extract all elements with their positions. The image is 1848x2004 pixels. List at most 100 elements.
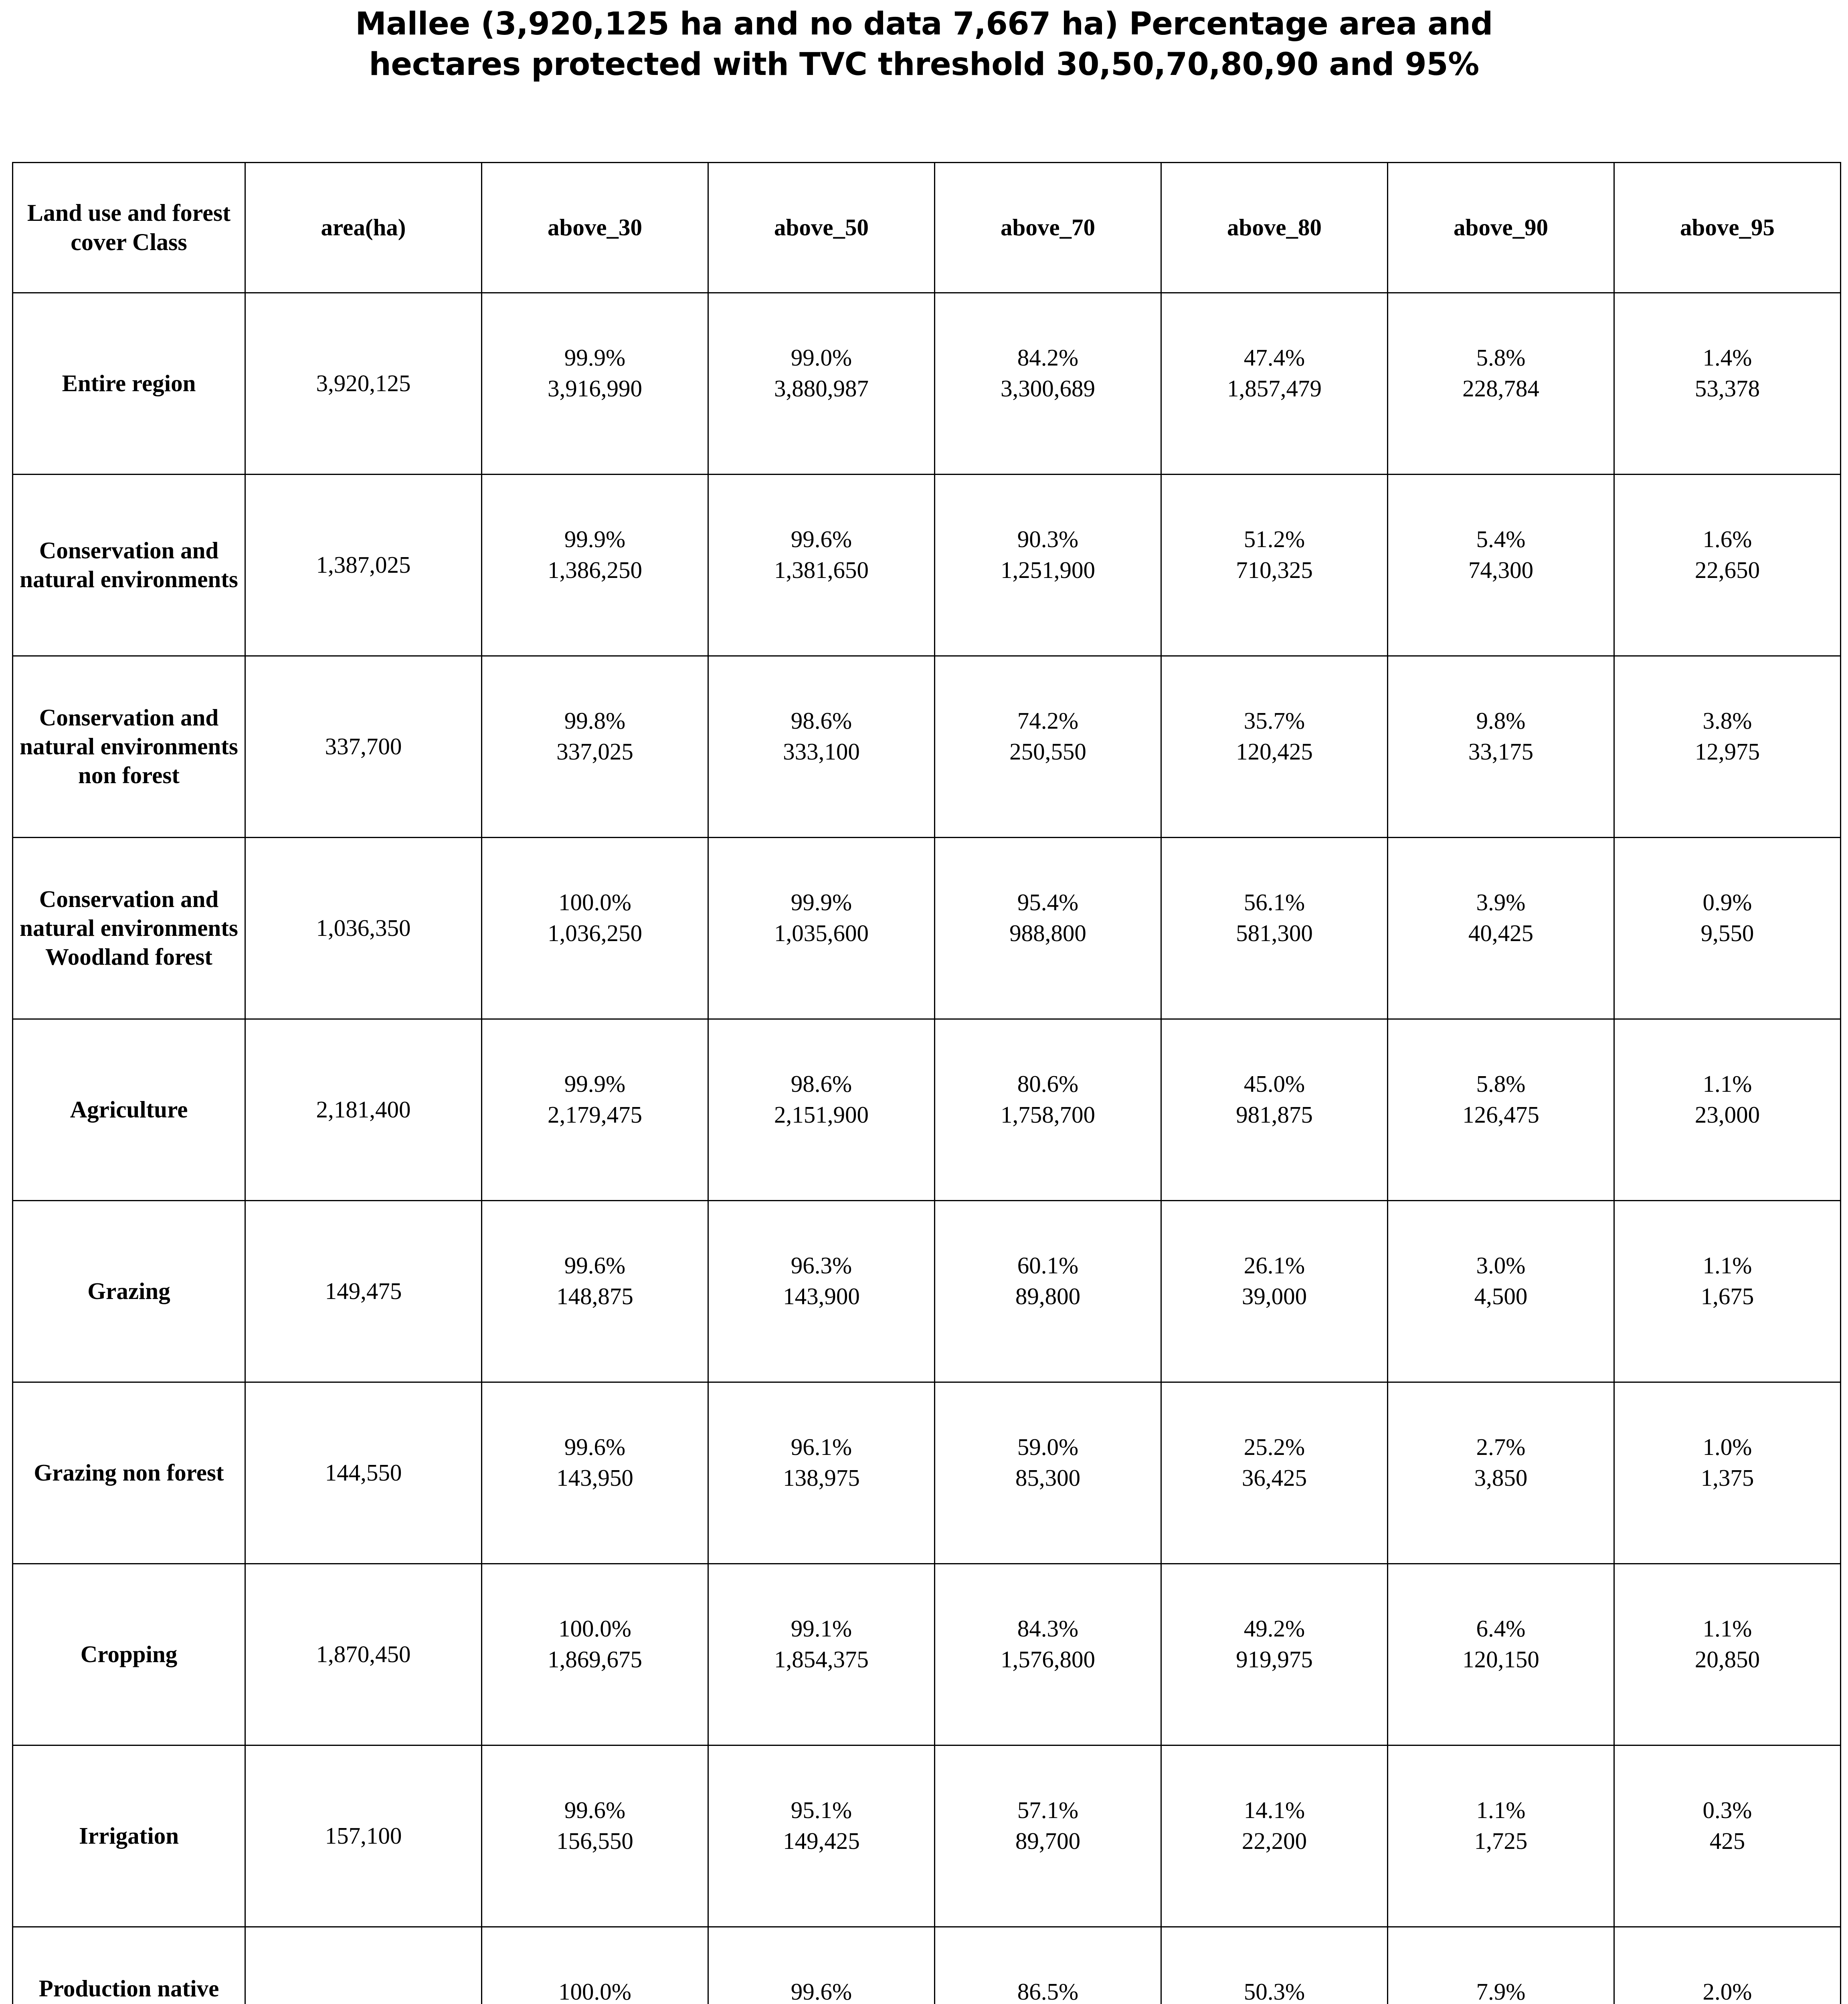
- cell-above_95: 1.6% 22,650: [1613, 474, 1841, 657]
- value-hectares: 138,975: [783, 1465, 860, 1491]
- value-stack: 51.2% 710,325: [1162, 524, 1387, 585]
- value-percent: 1.1%: [1702, 1071, 1752, 1097]
- cell-area-ha: 1,387,025: [245, 474, 482, 657]
- value-hectares: 1,251,900: [1001, 557, 1095, 583]
- cell-area-ha: 337,700: [245, 655, 482, 838]
- value-percent: 3.8%: [1702, 707, 1752, 734]
- value-stack: 99.0% 3,880,987: [709, 342, 934, 404]
- value-percent: 99.0%: [791, 344, 852, 371]
- cell-area-ha: 149,475: [245, 1200, 482, 1383]
- value-stack: 2.7% 3,850: [1388, 1432, 1613, 1493]
- cell-above_80: 26.1% 39,000: [1161, 1200, 1388, 1383]
- cell-above_30: 99.6% 143,950: [481, 1382, 709, 1564]
- cell-above_95: 0.9% 9,550: [1613, 837, 1841, 1020]
- value-stack: 100.0%286,775: [482, 1976, 708, 2004]
- value-stack: 1.1% 1,725: [1388, 1795, 1613, 1856]
- value-stack: 3.0% 4,500: [1388, 1250, 1613, 1311]
- cell-above_90: 5.8% 126,475: [1387, 1018, 1615, 1201]
- value-stack: 47.4% 1,857,479: [1162, 342, 1387, 404]
- column-header-above-70: above_70: [934, 162, 1162, 293]
- value-percent: 74.2%: [1017, 707, 1079, 734]
- value-hectares: 23,000: [1694, 1101, 1760, 1128]
- value-stack: 95.1% 149,425: [709, 1795, 934, 1856]
- row-label-class: Irrigation: [12, 1745, 246, 1927]
- table-row: Conservation and natural environments Wo…: [12, 837, 1841, 1020]
- value-percent: 99.1%: [791, 1615, 852, 1642]
- value-stack: 2.0%5,700: [1615, 1976, 1840, 2004]
- value-hectares: 581,300: [1236, 920, 1313, 946]
- value-percent: 14.1%: [1243, 1797, 1305, 1824]
- cell-area-ha: 2,181,400: [245, 1018, 482, 1201]
- cell-above_95: 1.1% 1,675: [1613, 1200, 1841, 1383]
- cell-above_30: 100.0% 1,869,675: [481, 1563, 709, 1746]
- report-table-container: Land use and forest cover Class area(ha)…: [12, 162, 1841, 2004]
- cell-above_30: 99.9% 1,386,250: [481, 474, 709, 657]
- table-row: Entire region 3,920,125 99.9% 3,916,990 99.0…: [12, 292, 1841, 475]
- value-stack: 99.6% 156,550: [482, 1795, 708, 1856]
- cell-above_90: 5.8% 228,784: [1387, 292, 1615, 475]
- value-hectares: 1,675: [1700, 1283, 1754, 1309]
- value-hectares: 143,900: [783, 1283, 860, 1309]
- column-header-above-95: above_95: [1613, 162, 1841, 293]
- value-hectares: 39,000: [1241, 1283, 1307, 1309]
- value-stack: 5.4% 74,300: [1388, 524, 1613, 585]
- value-stack: 3.9% 40,425: [1388, 887, 1613, 948]
- column-header-above-80: above_80: [1161, 162, 1388, 293]
- value-percent: 100.0%: [558, 889, 631, 916]
- value-stack: 100.0% 1,036,250: [482, 887, 708, 948]
- cell-above_90: 7.9%22,550: [1387, 1926, 1615, 2004]
- cell-above_80: 50.3%144,250: [1161, 1926, 1388, 2004]
- value-hectares: 53,378: [1694, 375, 1760, 402]
- table-row: Production native forests and plantation…: [12, 1926, 1841, 2004]
- value-percent: 7.9%: [1476, 1978, 1526, 2004]
- value-percent: 84.2%: [1017, 344, 1079, 371]
- value-percent: 95.1%: [791, 1797, 852, 1824]
- value-stack: 99.9% 1,035,600: [709, 887, 934, 948]
- cell-area-ha: 1,036,350: [245, 837, 482, 1020]
- value-stack: 50.3%144,250: [1162, 1976, 1387, 2004]
- value-percent: 0.3%: [1702, 1797, 1752, 1824]
- value-hectares: 1,375: [1700, 1465, 1754, 1491]
- value-hectares: 337,025: [556, 738, 633, 765]
- value-percent: 59.0%: [1017, 1434, 1079, 1461]
- value-hectares: 120,150: [1462, 1646, 1539, 1673]
- value-hectares: 40,425: [1468, 920, 1534, 946]
- cell-above_50: 96.3% 143,900: [708, 1200, 935, 1383]
- cell-above_50: 99.9% 1,035,600: [708, 837, 935, 1020]
- value-percent: 96.1%: [791, 1434, 852, 1461]
- value-stack: 84.3% 1,576,800: [935, 1613, 1161, 1675]
- cell-above_50: 98.6% 333,100: [708, 655, 935, 838]
- value-hectares: 89,800: [1015, 1283, 1081, 1309]
- cell-above_95: 1.4% 53,378: [1613, 292, 1841, 475]
- value-percent: 99.8%: [564, 707, 626, 734]
- cell-area-ha: 144,550: [245, 1382, 482, 1564]
- value-stack: 86.5%248,100: [935, 1976, 1161, 2004]
- value-hectares: 250,550: [1009, 738, 1086, 765]
- value-percent: 5.4%: [1476, 526, 1526, 553]
- column-header-above-50: above_50: [708, 162, 935, 293]
- page-title-line-2: hectares protected with TVC threshold 30…: [369, 46, 1479, 83]
- value-stack: 0.9% 9,550: [1615, 887, 1840, 948]
- cell-area-ha: 1,870,450: [245, 1563, 482, 1746]
- cell-above_95: 3.8% 12,975: [1613, 655, 1841, 838]
- value-percent: 51.2%: [1243, 526, 1305, 553]
- value-percent: 99.9%: [564, 1071, 626, 1097]
- value-percent: 5.8%: [1476, 344, 1526, 371]
- table-header-row: Land use and forest cover Class area(ha)…: [12, 162, 1841, 293]
- value-hectares: 425: [1709, 1828, 1745, 1854]
- value-hectares: 89,700: [1015, 1828, 1081, 1854]
- column-header-area: area(ha): [245, 162, 482, 293]
- value-percent: 50.3%: [1243, 1978, 1305, 2004]
- value-hectares: 22,200: [1241, 1828, 1307, 1854]
- value-stack: 1.4% 53,378: [1615, 342, 1840, 404]
- cell-above_30: 99.9% 2,179,475: [481, 1018, 709, 1201]
- value-stack: 1.1% 20,850: [1615, 1613, 1840, 1675]
- row-label-class: Cropping: [12, 1563, 246, 1746]
- value-percent: 1.4%: [1702, 344, 1752, 371]
- value-percent: 99.6%: [564, 1797, 626, 1824]
- value-percent: 1.1%: [1702, 1615, 1752, 1642]
- value-percent: 100.0%: [558, 1978, 631, 2004]
- cell-above_90: 2.7% 3,850: [1387, 1382, 1615, 1564]
- cell-above_90: 6.4% 120,150: [1387, 1563, 1615, 1746]
- value-hectares: 1,386,250: [548, 557, 642, 583]
